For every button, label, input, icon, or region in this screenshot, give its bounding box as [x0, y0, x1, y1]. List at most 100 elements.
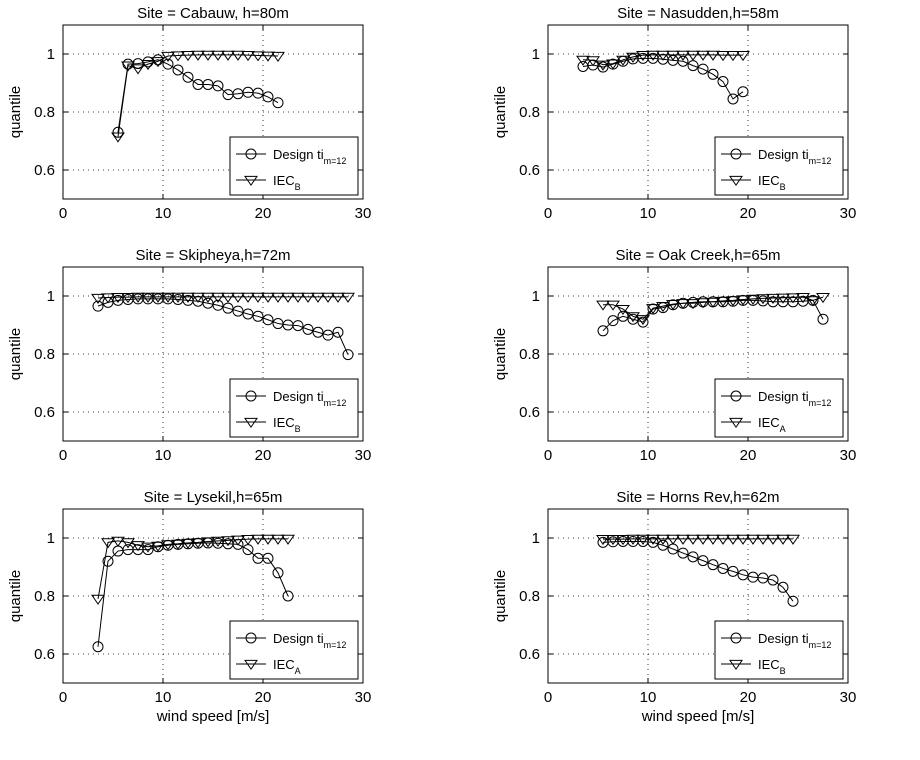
circle-marker	[282, 590, 294, 602]
circle-marker	[687, 551, 699, 563]
triangle-marker	[716, 296, 730, 307]
circle-marker	[717, 562, 729, 574]
triangle-marker	[636, 315, 650, 326]
triangle-marker	[656, 302, 670, 313]
legend-label-main: Design ti	[273, 631, 324, 646]
y-tick-label: 0.6	[34, 646, 55, 663]
circle-marker	[162, 58, 174, 70]
circle-marker	[272, 567, 284, 579]
triangle-marker	[596, 300, 610, 311]
y-axis-label: quantile	[492, 86, 509, 139]
triangle-marker	[616, 55, 630, 66]
legend: Design tim=12 IECB	[229, 378, 359, 438]
y-axis-label: quantile	[492, 570, 509, 623]
circle-marker	[637, 316, 649, 328]
triangle-marker	[716, 51, 730, 62]
triangle-marker	[736, 51, 750, 62]
triangle-marker	[706, 50, 720, 61]
circle-marker	[262, 314, 274, 326]
legend-circle-icon	[730, 390, 742, 402]
triangle-marker	[251, 51, 265, 62]
x-tick-label: 30	[840, 205, 857, 222]
triangle-marker	[131, 292, 145, 303]
legend-label: Design tim=12	[273, 389, 346, 408]
triangle-marker	[261, 51, 275, 62]
circle-marker	[617, 310, 629, 322]
legend-triangle-icon	[244, 417, 258, 428]
subplot-6: 0 10 20 30 0.6 0.8 1 Site = Horns Rev,h=62m quan…	[492, 489, 856, 725]
y-tick-label: 0.6	[519, 162, 540, 179]
subplot-title: Site = Lysekil,h=65m	[144, 489, 283, 506]
y-tick-label: 0.8	[34, 588, 55, 605]
circle-marker	[777, 581, 789, 593]
triangle-marker	[311, 292, 325, 303]
triangle-marker	[666, 534, 680, 545]
circle-marker	[657, 539, 669, 551]
x-tick-label: 20	[740, 689, 757, 706]
x-tick-label: 0	[59, 689, 67, 706]
triangle-marker	[606, 59, 620, 70]
triangle-marker	[341, 292, 355, 303]
triangle-marker	[756, 534, 770, 545]
legend-label-subscript: B	[780, 666, 786, 676]
triangle-marker	[131, 64, 145, 75]
circle-marker	[697, 555, 709, 567]
legend: Design tim=12 IECB	[714, 136, 844, 196]
triangle-marker	[231, 292, 245, 303]
y-tick-label: 0.8	[519, 588, 540, 605]
y-tick-label: 1	[47, 46, 55, 63]
triangle-marker	[141, 542, 155, 553]
triangle-marker	[111, 293, 125, 304]
circle-marker	[262, 552, 274, 564]
legend-label-main: IEC	[273, 657, 295, 672]
circle-marker	[102, 555, 114, 567]
circle-marker	[332, 326, 344, 338]
triangle-marker	[161, 292, 175, 303]
triangle-marker	[736, 295, 750, 306]
legend-label-main: IEC	[758, 173, 780, 188]
triangle-marker	[626, 312, 640, 323]
triangle-marker	[281, 534, 295, 545]
triangle-marker	[281, 292, 295, 303]
triangle-marker	[241, 292, 255, 303]
x-tick-label: 10	[640, 689, 657, 706]
circle-marker	[112, 126, 124, 138]
series-iec	[596, 293, 830, 326]
circle-marker	[292, 320, 304, 332]
triangle-marker	[576, 55, 590, 66]
triangle-marker	[696, 534, 710, 545]
circle-marker	[727, 93, 739, 105]
series-iec	[91, 534, 295, 605]
triangle-marker	[606, 535, 620, 546]
subplot-title: Site = Cabauw, h=80m	[137, 5, 289, 22]
triangle-marker	[161, 51, 175, 63]
y-tick-label: 0.8	[34, 104, 55, 121]
triangle-marker	[181, 292, 195, 303]
triangle-marker	[191, 292, 205, 303]
triangle-marker	[796, 293, 810, 304]
triangle-marker	[686, 534, 700, 545]
triangle-marker	[696, 298, 710, 309]
legend-label: IECB	[273, 173, 301, 192]
triangle-marker	[121, 61, 135, 72]
series-line	[97, 296, 348, 299]
x-tick-label: 30	[355, 205, 372, 222]
legend-label-subscript: m=12	[324, 398, 347, 408]
circle-marker	[322, 329, 334, 341]
legend-label-main: Design ti	[273, 147, 324, 162]
circle-marker	[677, 55, 689, 67]
triangle-marker	[231, 50, 245, 61]
triangle-marker	[161, 540, 175, 551]
triangle-marker	[151, 541, 165, 552]
subplot-5: 0 10 20 30 0.6 0.8 1 Site = Lysekil,h=65m quanti…	[7, 489, 371, 725]
x-tick-label: 10	[155, 689, 172, 706]
circle-marker	[737, 569, 749, 581]
subplot-1: 0 10 20 30 0.6 0.8 1 Site = Cabauw, h=80m quanti…	[7, 5, 371, 222]
series-iec	[576, 50, 750, 71]
triangle-marker	[121, 293, 135, 304]
circle-marker	[707, 559, 719, 571]
triangle-marker	[686, 50, 700, 61]
triangle-marker	[201, 537, 215, 548]
triangle-marker	[321, 292, 335, 303]
y-tick-label: 1	[47, 530, 55, 547]
